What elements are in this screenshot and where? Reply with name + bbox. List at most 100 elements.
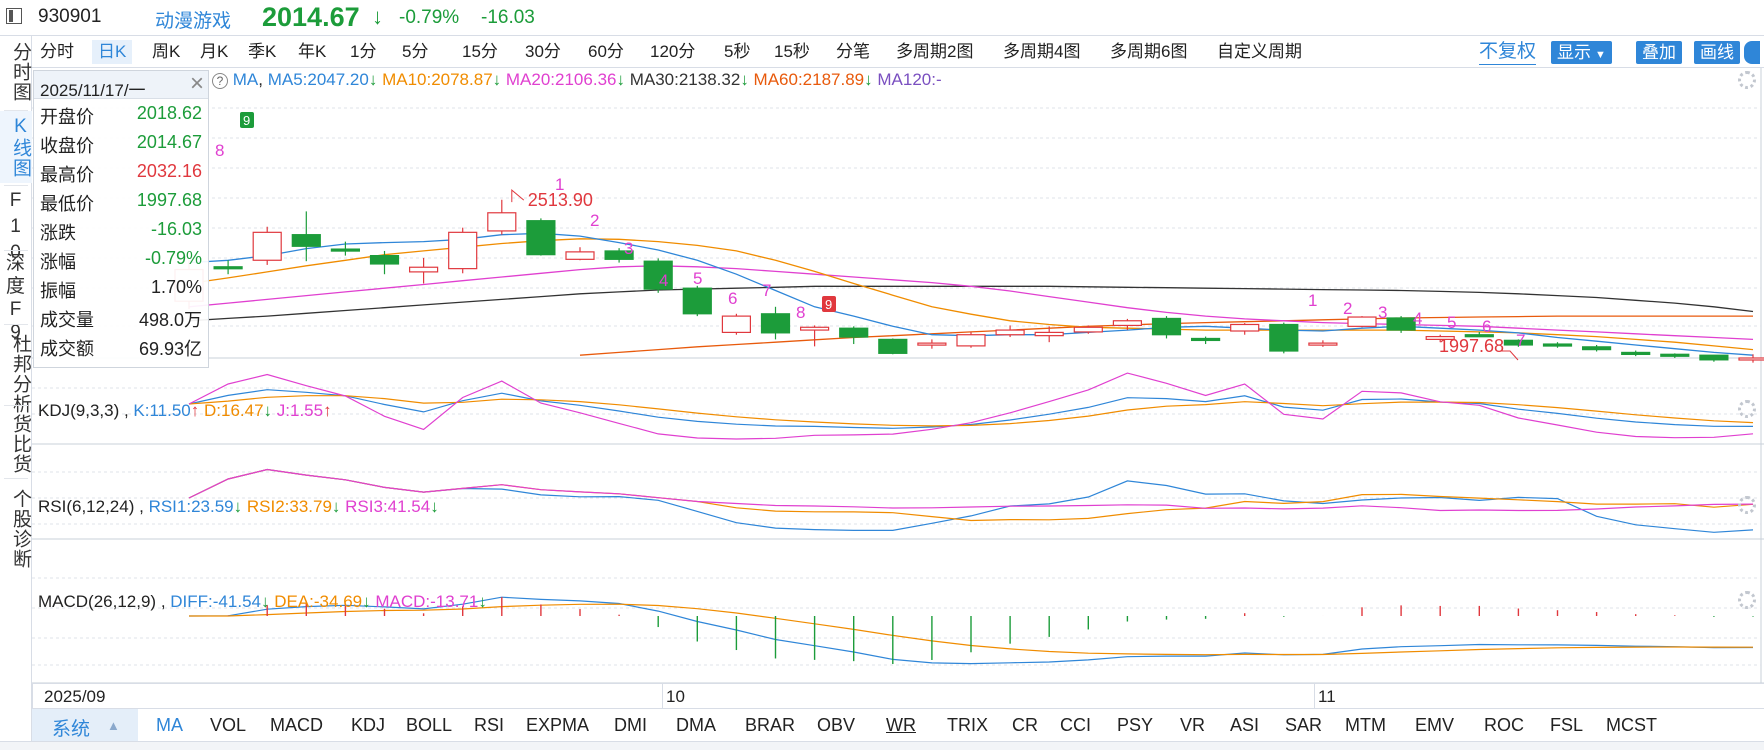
draw-line-button[interactable]: 画线 [1694, 41, 1740, 64]
tab-month-k[interactable]: 月K [200, 42, 229, 61]
macd-diff-value: DIFF:-41.54 [170, 592, 261, 611]
indicator-tab-obv[interactable]: OBV [817, 715, 856, 735]
rsi3-line [188, 468, 1754, 512]
kdj-j-arrow-icon: ↑ [323, 401, 332, 420]
sidebar-tab-depth-f9[interactable]: 深度F9 [0, 252, 32, 343]
info-label: 收盘价 [40, 136, 94, 156]
td-count-label: 7 [762, 281, 771, 300]
indicator-tab-rsi[interactable]: RSI [474, 715, 505, 735]
indicator-tab-cci[interactable]: CCI [1060, 715, 1091, 735]
tab-quarter-k[interactable]: 季K [248, 42, 277, 61]
tab-multi-6[interactable]: 多周期6图 [1110, 42, 1188, 61]
kline-chart[interactable]: 2513.90 1997.68 8 1 2 3 4 5 6 7 8 1 2 3 4 5 6 7 9 9 [32, 68, 1764, 683]
expand-panel-icon[interactable] [1744, 41, 1760, 64]
close-icon[interactable]: × [189, 70, 204, 97]
info-label: 开盘价 [40, 107, 94, 127]
tab-30min[interactable]: 30分 [525, 42, 561, 61]
tab-day-k[interactable]: 日K [92, 40, 133, 64]
candle-body [878, 338, 908, 354]
info-label: 成交额 [40, 339, 94, 359]
info-value: 1997.68 [136, 190, 202, 210]
candle-body [956, 334, 986, 347]
indicator-tab-expma[interactable]: EXPMA [526, 715, 590, 735]
indicator-tab-asi[interactable]: ASI [1230, 715, 1260, 735]
tab-year-k[interactable]: 年K [298, 42, 327, 61]
rsi1-arrow-icon: ↓ [233, 497, 243, 516]
kdj-j-line [188, 372, 1754, 440]
indicator-tab-sar[interactable]: SAR [1285, 715, 1323, 735]
indicator-tab-dmi[interactable]: DMI [614, 715, 647, 735]
indicator-tab-wr[interactable]: WR [886, 715, 916, 735]
gear-icon[interactable] [1738, 496, 1756, 514]
tab-120min[interactable]: 120分 [650, 42, 696, 61]
overlay-button[interactable]: 叠加 [1636, 41, 1682, 64]
tab-5min[interactable]: 5分 [402, 42, 429, 61]
candle-body [291, 234, 321, 247]
window-layout-icon[interactable] [6, 8, 22, 24]
indicator-tab-brar[interactable]: BRAR [745, 715, 796, 735]
down-arrow-icon: ↓ [372, 4, 383, 29]
tab-15min[interactable]: 15分 [462, 42, 498, 61]
adjust-select[interactable]: 不复权 [1479, 40, 1537, 65]
gear-icon[interactable] [1738, 400, 1756, 418]
info-value: -16.03 [150, 219, 202, 239]
ohlc-info-box: 2025/11/17/一 × 开盘价 2018.62 收盘价 2014.67 最高价… [33, 70, 209, 368]
kdj-k-arrow-icon: ↑ [190, 401, 200, 420]
tab-week-k[interactable]: 周K [152, 42, 181, 61]
sidebar-tab-compare[interactable]: 货比货 [10, 414, 31, 474]
info-row-volume: 成交量 498.0万 [34, 302, 208, 331]
indicator-tab-macd[interactable]: MACD [270, 715, 323, 735]
tab-timeshare[interactable]: 分时 [40, 42, 74, 61]
indicator-tab-mtm[interactable]: MTM [1345, 715, 1386, 735]
indicator-tab-fsl[interactable]: FSL [1550, 715, 1584, 735]
indicator-tab-roc[interactable]: ROC [1484, 715, 1524, 735]
gear-icon[interactable] [1738, 71, 1756, 89]
quote-header: 930901 动漫游戏 2014.67 ↓ -0.79% -16.03 [0, 0, 1764, 36]
indicator-tab-boll[interactable]: BOLL [406, 715, 453, 735]
system-indicator-menu[interactable]: 系统 ▲ [32, 709, 138, 741]
td-count-label: 5 [1447, 313, 1456, 332]
indicator-tab-cr[interactable]: CR [1012, 715, 1038, 735]
td-count-label: 4 [659, 271, 668, 290]
tab-custom-period[interactable]: 自定义周期 [1217, 42, 1302, 61]
indicator-tab-emv[interactable]: EMV [1415, 715, 1455, 735]
indicator-tab-dma[interactable]: DMA [676, 715, 716, 735]
candle-body [760, 313, 791, 334]
help-icon[interactable]: ? [212, 72, 228, 89]
tab-60min[interactable]: 60分 [588, 42, 624, 61]
ma-title: MA [232, 70, 259, 89]
gear-icon[interactable] [1738, 591, 1756, 609]
indicator-tab-mcst[interactable]: MCST [1606, 715, 1657, 735]
tab-15sec[interactable]: 15秒 [774, 42, 810, 61]
indicator-tab-trix[interactable]: TRIX [947, 715, 989, 735]
info-label: 振幅 [40, 281, 76, 301]
indicator-tab-kdj[interactable]: KDJ [351, 715, 386, 735]
indicator-tab-vr[interactable]: VR [1180, 715, 1206, 735]
rsi2-arrow-icon: ↓ [331, 497, 341, 516]
sidebar-tab-timeshare[interactable]: 分时图 [10, 42, 31, 102]
indicator-tab-vol[interactable]: VOL [210, 715, 247, 735]
sidebar-tab-dupont[interactable]: 杜邦分析 [10, 334, 31, 414]
indicator-tab-ma[interactable]: MA [156, 715, 183, 735]
tab-1min[interactable]: 1分 [350, 42, 377, 61]
sidebar-tab-depth-f9-label: 深度F9 [6, 253, 27, 343]
tab-5sec[interactable]: 5秒 [724, 42, 751, 61]
stock-name[interactable]: 动漫游戏 [155, 11, 232, 32]
indicator-tab-psy[interactable]: PSY [1117, 715, 1154, 735]
info-box-header: 2025/11/17/一 × [34, 70, 208, 100]
candle-body [1112, 320, 1143, 327]
tab-tick[interactable]: 分笔 [836, 42, 870, 61]
candle-body [526, 220, 556, 256]
kdj-d-line [188, 395, 1754, 427]
sidebar-tab-f10[interactable]: F10 [0, 186, 32, 263]
left-sidebar: 分时图 K线图 F10 深度F9 杜邦分析 货比货 个股诊断 [0, 36, 32, 750]
td-count-label: 8 [215, 141, 224, 160]
sidebar-tab-kline[interactable]: K线图 [0, 111, 32, 183]
tab-multi-4[interactable]: 多周期4图 [1003, 42, 1081, 61]
display-button[interactable]: 显示 ▼ [1551, 41, 1612, 64]
candle-body [369, 255, 400, 265]
tab-multi-2[interactable]: 多周期2图 [896, 42, 974, 61]
td-nine-label: 9 [825, 297, 832, 312]
sidebar-tab-diagnosis[interactable]: 个股诊断 [10, 489, 31, 569]
rsi3-arrow-icon: ↓ [430, 497, 439, 516]
